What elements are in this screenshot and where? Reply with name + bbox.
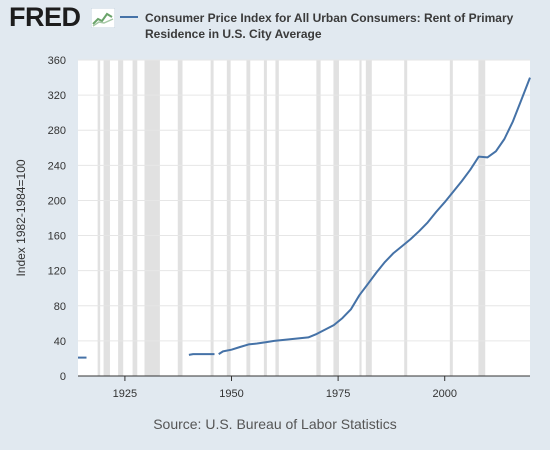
recession-band: [404, 60, 408, 376]
recession-band: [132, 60, 138, 376]
recession-band: [226, 60, 231, 376]
x-tick-label: 1925: [113, 388, 137, 400]
recession-band: [449, 60, 453, 376]
x-tick-label: 1950: [219, 388, 243, 400]
y-axis-label: Index 1982-1984=100: [14, 159, 28, 276]
recession-band: [365, 60, 372, 376]
y-tick-label: 0: [60, 371, 66, 383]
recession-band: [97, 60, 101, 376]
axes: 0 40 80 120 160 200 240 280 320 360 1925 1950 1975 20…: [14, 55, 530, 400]
recession-band: [210, 60, 214, 376]
y-tick-label: 240: [48, 160, 66, 172]
recession-band: [478, 60, 486, 376]
legend-series-label[interactable]: Consumer Price Index for All Urban Consu…: [145, 11, 514, 41]
series-line[interactable]: [188, 353, 215, 356]
recession-band: [144, 60, 160, 376]
recession-band: [177, 60, 183, 376]
recession-band: [263, 60, 267, 376]
y-tick-label: 160: [48, 231, 66, 243]
recession-band: [246, 60, 251, 376]
legend-swatch: [120, 16, 138, 18]
y-tick-label: 320: [48, 90, 66, 102]
recession-band: [316, 60, 321, 376]
x-tick-label: 2000: [432, 388, 456, 400]
recession-band: [103, 60, 110, 376]
y-tick-label: 280: [48, 125, 66, 137]
recession-band: [333, 60, 339, 376]
y-tick-label: 200: [48, 195, 66, 207]
y-tick-label: 360: [48, 55, 66, 67]
y-tick-label: 40: [54, 336, 66, 348]
series-lines: [78, 77, 531, 359]
fred-logo[interactable]: FRED: [9, 2, 81, 32]
recession-band: [275, 60, 279, 376]
recession-band: [359, 60, 362, 376]
x-tick-label: 1975: [326, 388, 350, 400]
y-tick-label: 120: [48, 266, 66, 278]
series-line[interactable]: [218, 77, 531, 355]
recession-band: [118, 60, 124, 376]
trend-chart-icon: [91, 8, 115, 28]
recession-shading: [97, 60, 486, 376]
source-note[interactable]: Source: U.S. Bureau of Labor Statistics: [153, 416, 397, 432]
y-tick-label: 80: [54, 301, 66, 313]
gridlines: [78, 59, 530, 342]
